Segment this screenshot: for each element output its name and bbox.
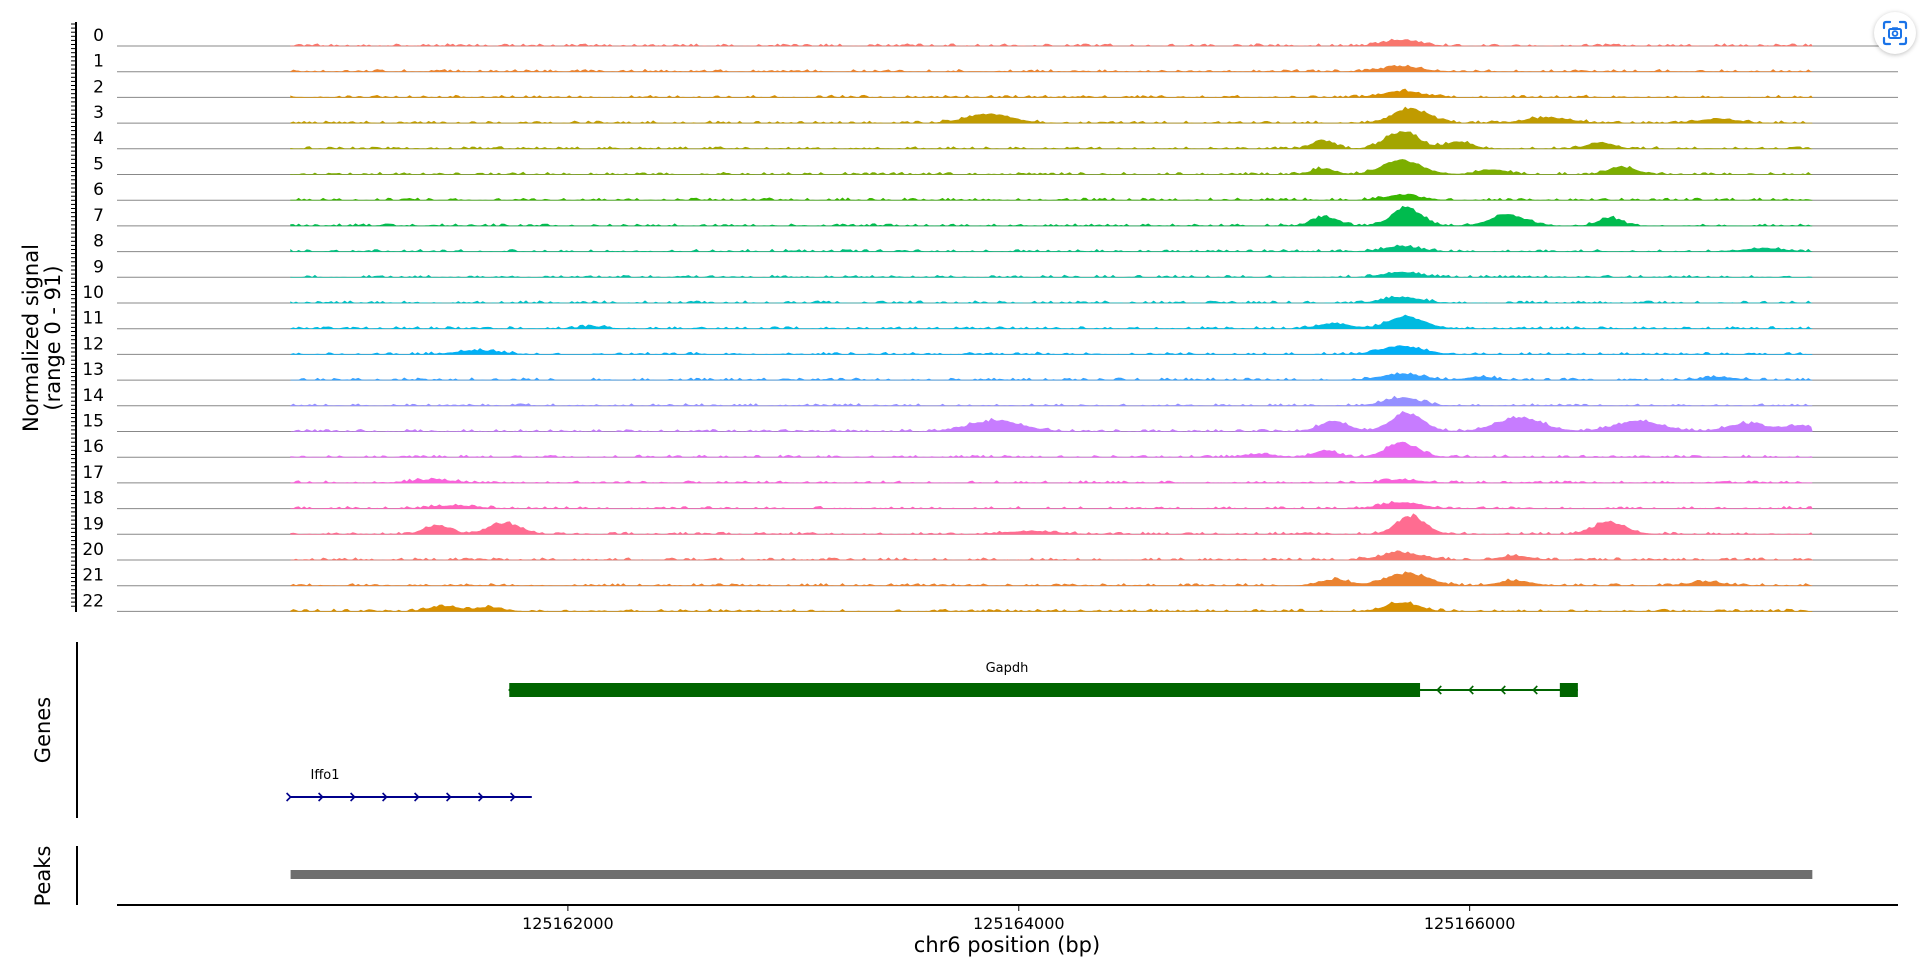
- gene-strand-arrow: [350, 792, 356, 802]
- coverage-track-label: 2: [93, 77, 104, 97]
- x-tick-label: 125162000: [522, 914, 614, 933]
- x-tick-label: 125164000: [973, 914, 1065, 933]
- coverage-track-label: 11: [82, 309, 104, 329]
- genes-panel: Gapdh Iffo1: [286, 661, 1578, 802]
- coverage-track-label: 3: [93, 103, 104, 123]
- peaks-panel: [290, 870, 1813, 879]
- coverage-track-area: [290, 513, 1813, 535]
- coverage-track-area: [290, 550, 1814, 561]
- x-tick-label: 125166000: [1424, 914, 1516, 933]
- coverage-track-area: [290, 244, 1813, 252]
- coverage-track-label: 4: [93, 129, 104, 149]
- gene-exon: [509, 683, 1421, 697]
- gene-strand-arrow: [478, 792, 484, 802]
- coverage-track-label: 18: [82, 489, 104, 509]
- coverage-track-label: 15: [82, 412, 104, 432]
- peak-region: [290, 870, 1813, 879]
- x-axis-label: chr6 position (bp): [914, 933, 1100, 957]
- coverage-y-axis: [71, 22, 77, 612]
- gene-strand-arrow: [510, 792, 516, 802]
- coverage-track-label: 5: [93, 155, 104, 175]
- coverage-track-area: [289, 395, 1813, 407]
- gene-strand-arrow: [1532, 685, 1538, 695]
- coverage-track-label: 7: [93, 206, 104, 226]
- coverage-track-label: 13: [82, 360, 104, 380]
- coverage-track-label: 10: [82, 283, 104, 303]
- gene-strand-arrow: [1468, 685, 1474, 695]
- coverage-ylabel-line1: Normalized signal: [19, 244, 43, 432]
- coverage-track-label: 22: [82, 591, 104, 611]
- coverage-track-area: [290, 193, 1813, 201]
- screenshot-button[interactable]: [1874, 12, 1916, 54]
- gene-strand-arrow: [286, 792, 292, 802]
- coverage-track-area: [290, 441, 1813, 458]
- gene-label: Iffo1: [310, 768, 339, 783]
- gene-strand-arrow: [318, 792, 324, 802]
- coverage-track-area: [290, 314, 1813, 330]
- screenshot-capture-icon: [1882, 20, 1908, 46]
- coverage-track-area: [290, 131, 1813, 150]
- coverage-track-label: 0: [93, 26, 104, 46]
- coverage-track-area: [290, 411, 1813, 432]
- coverage-track-label: 14: [82, 386, 104, 406]
- gene-strand-arrow: [1436, 685, 1442, 695]
- coverage-track-area: [290, 106, 1813, 124]
- coverage-track-area: [290, 372, 1813, 381]
- coverage-track-area: [290, 345, 1813, 355]
- coverage-track-label: 8: [93, 232, 104, 252]
- coverage-track-area: [290, 295, 1813, 304]
- coverage-track-area: [290, 159, 1813, 175]
- coverage-track-label: 16: [82, 437, 104, 457]
- gene-strand-arrow: [382, 792, 388, 802]
- coverage-track-area: [290, 477, 1813, 484]
- gene-exon: [1559, 683, 1578, 697]
- coverage-track-area: [290, 88, 1813, 98]
- coverage-track-label: 19: [82, 514, 104, 534]
- peaks-ylabel: Peaks: [31, 846, 55, 907]
- coverage-ylabel-line2: (range 0 - 91): [41, 265, 65, 410]
- coverage-track-label: 20: [82, 540, 104, 560]
- gene-strand-arrow: [446, 792, 452, 802]
- coverage-track-label: 1: [93, 52, 104, 72]
- coverage-track-label: 9: [93, 257, 104, 277]
- coverage-track-area: [290, 601, 1813, 612]
- coverage-track-label: 6: [93, 180, 104, 200]
- coverage-track-area: [290, 500, 1813, 509]
- genes-ylabel: Genes: [31, 697, 55, 763]
- coverage-track-area: [290, 205, 1813, 227]
- coverage-track-area: [290, 271, 1813, 278]
- coverage-track-area: [290, 571, 1813, 587]
- coverage-track-area: [290, 64, 1813, 73]
- gene-label: Gapdh: [986, 661, 1029, 676]
- gene-strand-arrow: [414, 792, 420, 802]
- coverage-track-label: 12: [82, 334, 104, 354]
- gene-strand-arrow: [1500, 685, 1506, 695]
- coverage-track-label: 17: [82, 463, 104, 483]
- x-axis: 125162000 125164000 125166000: [117, 904, 1898, 933]
- coverage-track-area: [290, 38, 1813, 47]
- coverage-track-label: 21: [82, 566, 104, 586]
